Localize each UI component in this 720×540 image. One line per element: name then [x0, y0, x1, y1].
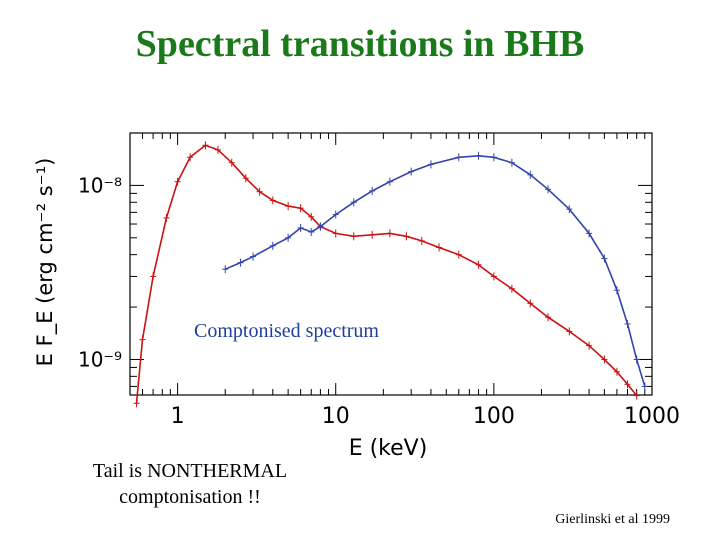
nonthermal-tail-line1: Tail is NONTHERMAL	[92, 460, 288, 482]
x-tick-label: 1000	[624, 404, 680, 429]
y-axis-label: E F_E (erg cm⁻² s⁻¹)	[33, 158, 58, 367]
series-line-2	[224, 154, 646, 387]
tick-labels: 1 10 100 1000 10⁻⁹ 10⁻⁸	[78, 173, 680, 429]
tick-marks	[129, 132, 653, 395]
nonthermal-tail-note: Tail is NONTHERMAL comptonisation !!	[60, 458, 320, 510]
x-axis-label: E (keV)	[349, 436, 428, 461]
x-tick-label: 10	[322, 404, 350, 429]
plot-frame	[129, 132, 653, 396]
comptonised-spectrum-label: Comptonised spectrum	[194, 320, 379, 342]
x-tick-label: 1	[171, 404, 185, 429]
y-tick-label: 10⁻⁸	[78, 173, 122, 197]
nonthermal-tail-line2: comptonisation !!	[119, 486, 261, 508]
slide-title: Spectral transitions in BHB	[135, 23, 585, 65]
x-tick-label: 100	[473, 404, 515, 429]
y-tick-label: 10⁻⁹	[78, 347, 122, 371]
series-lines	[133, 141, 648, 408]
reference-credit: Gierlinski et al 1999	[555, 512, 670, 527]
